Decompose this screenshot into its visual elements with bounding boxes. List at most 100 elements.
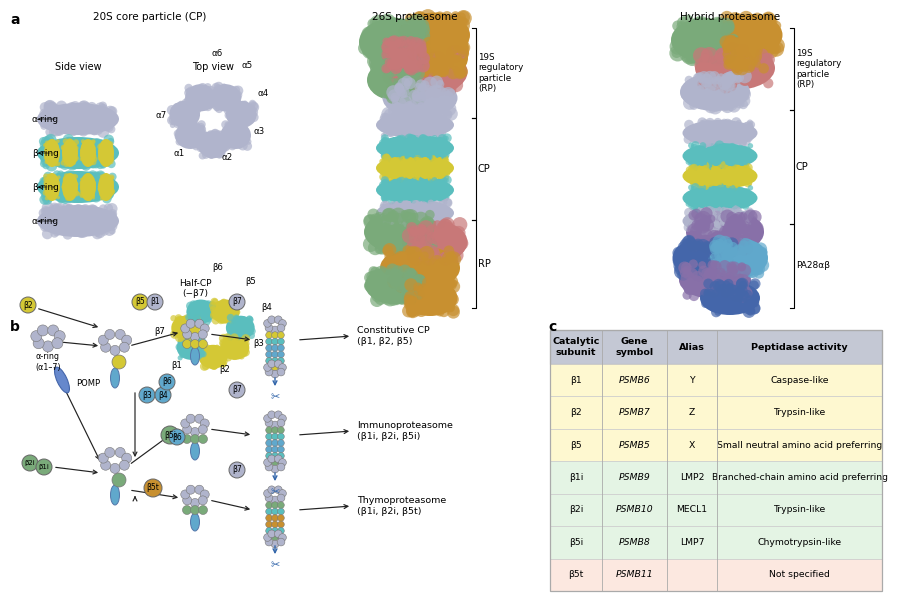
- Circle shape: [392, 258, 407, 273]
- Circle shape: [432, 95, 446, 109]
- Circle shape: [730, 194, 733, 197]
- Circle shape: [419, 303, 431, 315]
- Circle shape: [725, 59, 736, 69]
- Circle shape: [226, 131, 236, 140]
- Circle shape: [62, 209, 73, 219]
- Circle shape: [193, 346, 200, 353]
- Circle shape: [225, 93, 231, 99]
- Circle shape: [225, 129, 234, 138]
- Circle shape: [701, 268, 713, 279]
- Circle shape: [382, 85, 394, 97]
- Circle shape: [73, 192, 79, 199]
- Circle shape: [724, 38, 739, 52]
- Circle shape: [726, 150, 734, 158]
- Circle shape: [44, 100, 56, 112]
- Circle shape: [696, 49, 709, 63]
- Circle shape: [99, 121, 107, 129]
- Circle shape: [426, 60, 435, 69]
- Circle shape: [219, 139, 228, 147]
- Circle shape: [389, 143, 392, 146]
- Circle shape: [214, 354, 220, 359]
- Circle shape: [423, 118, 429, 125]
- Circle shape: [381, 176, 389, 184]
- Circle shape: [227, 312, 234, 319]
- Circle shape: [415, 115, 422, 121]
- Circle shape: [392, 171, 399, 178]
- Text: Alias: Alias: [680, 343, 705, 352]
- Circle shape: [416, 47, 427, 57]
- Circle shape: [222, 101, 233, 112]
- Circle shape: [446, 53, 459, 67]
- Circle shape: [94, 183, 103, 190]
- Circle shape: [199, 103, 206, 110]
- Circle shape: [184, 96, 194, 106]
- Circle shape: [698, 170, 707, 179]
- Circle shape: [204, 133, 212, 139]
- Circle shape: [407, 244, 420, 257]
- Circle shape: [418, 45, 431, 59]
- Circle shape: [226, 334, 231, 340]
- Circle shape: [687, 264, 701, 278]
- Circle shape: [698, 162, 700, 165]
- Text: RP: RP: [478, 259, 491, 269]
- Circle shape: [216, 304, 225, 312]
- Circle shape: [741, 200, 744, 204]
- Circle shape: [408, 309, 417, 318]
- Circle shape: [408, 221, 417, 230]
- Circle shape: [404, 270, 413, 279]
- Circle shape: [403, 170, 409, 175]
- Circle shape: [719, 293, 731, 304]
- Circle shape: [189, 316, 198, 324]
- Circle shape: [769, 38, 785, 54]
- Circle shape: [390, 58, 401, 69]
- Circle shape: [436, 295, 449, 307]
- Circle shape: [701, 200, 706, 204]
- Circle shape: [212, 83, 220, 91]
- Circle shape: [229, 311, 236, 319]
- Text: X: X: [688, 441, 695, 450]
- Circle shape: [203, 141, 210, 147]
- Ellipse shape: [735, 188, 749, 208]
- Circle shape: [191, 128, 198, 136]
- Circle shape: [720, 196, 726, 202]
- Circle shape: [759, 248, 768, 257]
- Circle shape: [720, 131, 726, 139]
- Ellipse shape: [364, 211, 436, 253]
- Circle shape: [734, 149, 738, 153]
- Circle shape: [733, 193, 737, 196]
- Circle shape: [86, 143, 96, 153]
- Circle shape: [233, 319, 238, 325]
- Circle shape: [758, 30, 767, 39]
- Circle shape: [390, 254, 406, 270]
- Circle shape: [726, 203, 731, 208]
- Circle shape: [392, 160, 396, 164]
- Circle shape: [194, 310, 201, 316]
- Circle shape: [710, 28, 724, 42]
- Circle shape: [722, 195, 731, 204]
- Circle shape: [60, 144, 67, 150]
- Circle shape: [409, 25, 421, 38]
- Circle shape: [732, 223, 737, 229]
- Circle shape: [198, 346, 207, 355]
- Circle shape: [400, 66, 414, 80]
- Circle shape: [713, 201, 717, 205]
- Circle shape: [718, 260, 731, 272]
- Circle shape: [728, 172, 732, 175]
- Circle shape: [701, 300, 709, 308]
- Circle shape: [745, 218, 752, 224]
- Circle shape: [692, 36, 707, 52]
- Circle shape: [184, 134, 193, 143]
- Circle shape: [422, 235, 436, 248]
- Circle shape: [405, 142, 412, 149]
- Circle shape: [266, 463, 273, 471]
- Circle shape: [277, 368, 285, 376]
- Circle shape: [400, 167, 410, 177]
- Circle shape: [382, 291, 391, 300]
- Circle shape: [207, 302, 216, 310]
- Circle shape: [381, 221, 386, 226]
- Circle shape: [184, 349, 188, 354]
- Circle shape: [229, 115, 235, 122]
- Circle shape: [675, 253, 684, 261]
- Circle shape: [409, 277, 421, 289]
- Circle shape: [86, 176, 90, 180]
